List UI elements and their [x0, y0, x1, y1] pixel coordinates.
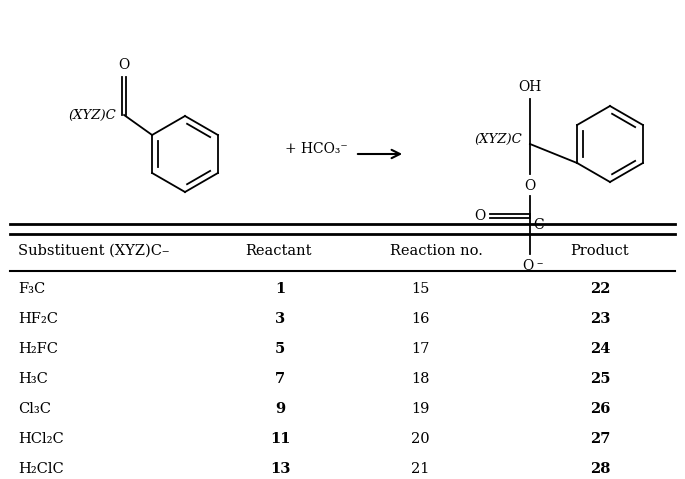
Text: 21: 21 — [411, 462, 429, 476]
Text: Substituent (XYZ)C–: Substituent (XYZ)C– — [18, 244, 169, 258]
Text: 1: 1 — [275, 282, 285, 296]
Text: 23: 23 — [590, 312, 610, 326]
Text: O: O — [119, 58, 129, 72]
Text: 26: 26 — [590, 402, 610, 416]
Text: Product: Product — [570, 244, 629, 258]
Text: 5: 5 — [275, 342, 285, 356]
Text: 22: 22 — [590, 282, 610, 296]
Text: O: O — [525, 179, 536, 193]
Text: 13: 13 — [270, 462, 290, 476]
Text: OH: OH — [519, 80, 542, 94]
Text: 9: 9 — [275, 402, 285, 416]
Text: H₃C: H₃C — [18, 372, 48, 386]
Text: –: – — [537, 257, 543, 270]
Text: 16: 16 — [411, 312, 429, 326]
Text: + HCO₃⁻: + HCO₃⁻ — [285, 142, 348, 156]
Text: O: O — [523, 259, 534, 273]
Text: 24: 24 — [590, 342, 610, 356]
Text: F₃C: F₃C — [18, 282, 45, 296]
Text: C: C — [533, 218, 544, 232]
Text: HCl₂C: HCl₂C — [18, 432, 64, 446]
Text: 17: 17 — [411, 342, 429, 356]
Text: Reactant: Reactant — [245, 244, 312, 258]
Text: Reaction no.: Reaction no. — [390, 244, 483, 258]
Text: H₂FC: H₂FC — [18, 342, 58, 356]
Text: 28: 28 — [590, 462, 610, 476]
Text: 18: 18 — [411, 372, 429, 386]
Text: 15: 15 — [411, 282, 429, 296]
Text: 27: 27 — [590, 432, 610, 446]
Text: 19: 19 — [411, 402, 429, 416]
Text: 11: 11 — [270, 432, 290, 446]
Text: O: O — [474, 209, 485, 223]
Text: HF₂C: HF₂C — [18, 312, 58, 326]
Text: H₂ClC: H₂ClC — [18, 462, 64, 476]
Text: 7: 7 — [275, 372, 285, 386]
Text: Cl₃C: Cl₃C — [18, 402, 51, 416]
Text: (XYZ)C: (XYZ)C — [474, 133, 522, 146]
Text: 25: 25 — [590, 372, 610, 386]
Text: (XYZ)C: (XYZ)C — [68, 109, 116, 122]
Text: 3: 3 — [275, 312, 285, 326]
Text: 20: 20 — [411, 432, 429, 446]
